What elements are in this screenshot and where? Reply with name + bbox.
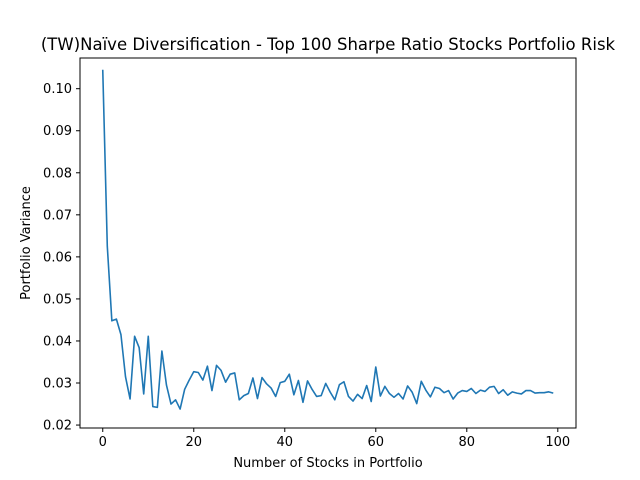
y-tick-label: 0.02	[43, 419, 72, 434]
y-tick-label: 0.10	[43, 82, 72, 97]
y-axis: 0.02 0.03 0.04 0.05 0.06 0.07 0.08 0.09 0.10	[43, 82, 80, 434]
y-tick-label: 0.03	[43, 377, 72, 392]
x-tick-label: 60	[368, 435, 385, 450]
x-axis-title: Number of Stocks in Portfolio	[233, 456, 422, 471]
x-tick-label: 80	[459, 435, 476, 450]
x-tick-label: 100	[545, 435, 570, 450]
x-tick-label: 0	[99, 435, 107, 450]
x-tick-label: 20	[185, 435, 202, 450]
axes-frame	[79, 57, 577, 429]
y-tick-label: 0.08	[43, 166, 72, 181]
y-tick-label: 0.09	[43, 124, 72, 139]
y-tick-label: 0.06	[43, 250, 72, 265]
y-tick-label: 0.04	[43, 334, 72, 349]
y-tick-label: 0.07	[43, 208, 72, 223]
y-axis-title: Portfolio Variance	[19, 186, 34, 300]
x-tick-label: 40	[276, 435, 293, 450]
y-tick-label: 0.05	[43, 292, 72, 307]
x-axis: 0 20 40 60 80 100	[99, 428, 570, 450]
chart-title: (TW)Naïve Diversification - Top 100 Shar…	[41, 35, 616, 54]
series-line-0	[101, 69, 554, 410]
plot-area	[101, 69, 554, 410]
